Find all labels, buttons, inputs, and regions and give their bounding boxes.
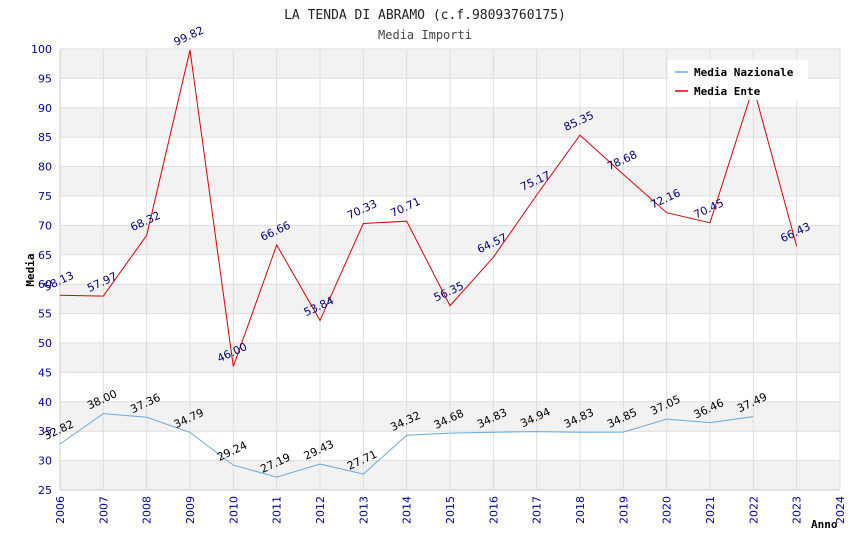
y-tick-label: 60 — [38, 278, 52, 291]
x-tick-label: 2016 — [487, 496, 500, 524]
x-tick-label: 2022 — [747, 496, 760, 524]
x-tick-label: 2010 — [227, 496, 240, 524]
y-tick-label: 40 — [38, 396, 52, 409]
y-tick-label: 45 — [38, 366, 52, 379]
x-axis-ticks: 2006 2007 2008 2009 2010 2011 2012 2013 2014 2015… — [54, 496, 847, 524]
x-tick-label: 2023 — [791, 496, 804, 524]
x-tick-label: 2020 — [661, 496, 674, 524]
y-tick-label: 80 — [38, 161, 52, 174]
x-tick-label: 2012 — [314, 496, 327, 524]
y-tick-label: 70 — [38, 219, 52, 232]
series-lines — [59, 49, 798, 478]
x-tick-label: 2008 — [141, 496, 154, 524]
y-tick-label: 25 — [38, 484, 52, 497]
x-tick-label: 2024 — [834, 496, 847, 524]
x-tick-label: 2015 — [444, 496, 457, 524]
series-line-media-nazionale — [59, 413, 754, 478]
y-tick-label: 90 — [38, 102, 52, 115]
x-tick-label: 2014 — [401, 496, 414, 524]
y-tick-label: 50 — [38, 337, 52, 350]
series-line-media-ente — [59, 49, 798, 367]
y-axis-label: Media — [24, 253, 37, 286]
x-tick-label: 2019 — [617, 496, 630, 524]
legend-entry: Media Nazionale — [694, 66, 794, 79]
y-tick-label: 55 — [38, 308, 52, 321]
x-axis-label: Anno — [811, 518, 838, 531]
x-tick-label: 2021 — [704, 496, 717, 524]
legend: Media Nazionale Media Ente — [668, 60, 808, 100]
y-tick-label: 85 — [38, 131, 52, 144]
chart-title: LA TENDA DI ABRAMO (c.f.98093760175) — [284, 8, 566, 23]
x-tick-label: 2013 — [357, 496, 370, 524]
y-axis-ticks: 25 30 35 40 45 50 55 60 65 70 75 80 85 90 95 100 — [31, 43, 52, 497]
y-tick-label: 95 — [38, 72, 52, 85]
x-tick-label: 2006 — [54, 496, 67, 524]
x-tick-label: 2018 — [574, 496, 587, 524]
y-tick-label: 30 — [38, 455, 52, 468]
y-tick-label: 65 — [38, 249, 52, 262]
y-tick-label: 100 — [31, 43, 52, 56]
x-tick-label: 2009 — [184, 496, 197, 524]
x-tick-label: 2017 — [531, 496, 544, 524]
x-tick-label: 2011 — [271, 496, 284, 524]
y-tick-label: 35 — [38, 425, 52, 438]
grid-lines — [59, 48, 841, 491]
legend-entry: Media Ente — [694, 85, 761, 98]
x-tick-label: 2007 — [97, 496, 110, 524]
data-label: 99.82 — [172, 24, 206, 49]
legend-box — [668, 60, 808, 100]
y-tick-label: 75 — [38, 190, 52, 203]
chart-subtitle: Media Importi — [378, 28, 472, 42]
